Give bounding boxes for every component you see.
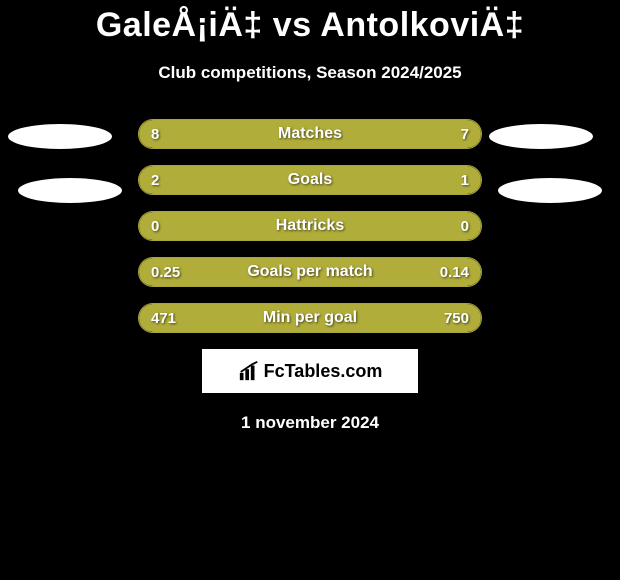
bar-value-left: 2 [151,166,159,194]
stat-bar: Hattricks0 0 [138,211,482,241]
stat-bar: Goals per match0.25 0.14 [138,257,482,287]
bar-value-left: 0.25 [151,258,180,286]
logo-box: FcTables.com [202,349,418,393]
stat-bar: Matches8 7 [138,119,482,149]
player-photo-placeholder [498,178,602,203]
logo-text: FcTables.com [264,361,383,382]
bar-value-right: 750 [444,304,469,332]
bar-value-left: 471 [151,304,176,332]
stat-bar: Min per goal471 750 [138,303,482,333]
bar-value-left: 8 [151,120,159,148]
player-photo-placeholder [18,178,122,203]
bar-label: Matches [139,120,481,148]
page-title: GaleÅ¡iÄ‡ vs AntolkoviÄ‡ [0,0,620,45]
date-label: 1 november 2024 [0,413,620,433]
player-photo-placeholder [489,124,593,149]
player-photo-placeholder [8,124,112,149]
comparison-bars: Matches8 7 Goals2 1 Hattricks0 0 Goals per mat… [138,119,482,333]
bar-value-left: 0 [151,212,159,240]
bar-label: Min per goal [139,304,481,332]
stat-bar: Goals2 1 [138,165,482,195]
chart-icon [238,360,260,382]
bar-value-right: 0 [461,212,469,240]
bar-value-right: 1 [461,166,469,194]
bar-label: Goals per match [139,258,481,286]
bar-value-right: 0.14 [440,258,469,286]
bar-label: Goals [139,166,481,194]
page-subtitle: Club competitions, Season 2024/2025 [0,63,620,83]
bar-label: Hattricks [139,212,481,240]
bar-value-right: 7 [461,120,469,148]
